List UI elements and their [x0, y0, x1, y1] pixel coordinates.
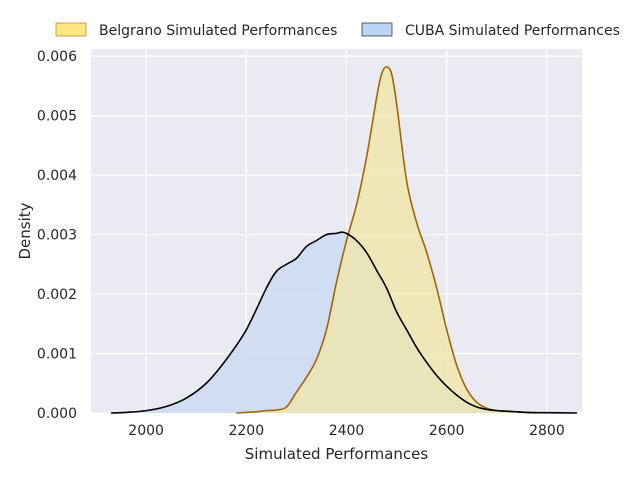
density-fill-0 — [236, 66, 537, 413]
y-tick-label: 0.004 — [37, 168, 77, 184]
y-tick-label: 0.000 — [37, 406, 77, 422]
legend-swatch-cuba — [361, 22, 393, 37]
y-axis-ticks: 0.000 0.001 0.002 0.003 0.004 0.005 0.006 — [37, 49, 77, 422]
x-tick-label: 2600 — [429, 423, 465, 439]
y-tick-label: 0.005 — [37, 109, 77, 125]
legend: Belgrano Simulated Performances CUBA Sim… — [55, 22, 620, 39]
legend-label-belgrano: Belgrano Simulated Performances — [99, 23, 337, 39]
x-tick-label: 2800 — [529, 423, 565, 439]
legend-swatch-belgrano — [55, 22, 87, 37]
x-tick-label: 2000 — [128, 423, 164, 439]
x-axis-ticks: 2000 2200 2400 2600 2800 — [128, 423, 564, 439]
x-tick-label: 2400 — [329, 423, 365, 439]
x-axis-label: Simulated Performances — [245, 445, 429, 463]
y-tick-label: 0.002 — [37, 287, 77, 303]
y-tick-label: 0.003 — [37, 228, 77, 244]
y-tick-label: 0.001 — [37, 347, 77, 363]
y-tick-label: 0.006 — [37, 49, 77, 65]
density-line-0 — [236, 66, 537, 414]
x-tick-label: 2200 — [228, 423, 264, 439]
legend-label-cuba: CUBA Simulated Performances — [405, 23, 620, 39]
density-line-1 — [111, 231, 577, 414]
density-areas — [111, 66, 577, 414]
y-axis-label: Density — [16, 202, 34, 259]
